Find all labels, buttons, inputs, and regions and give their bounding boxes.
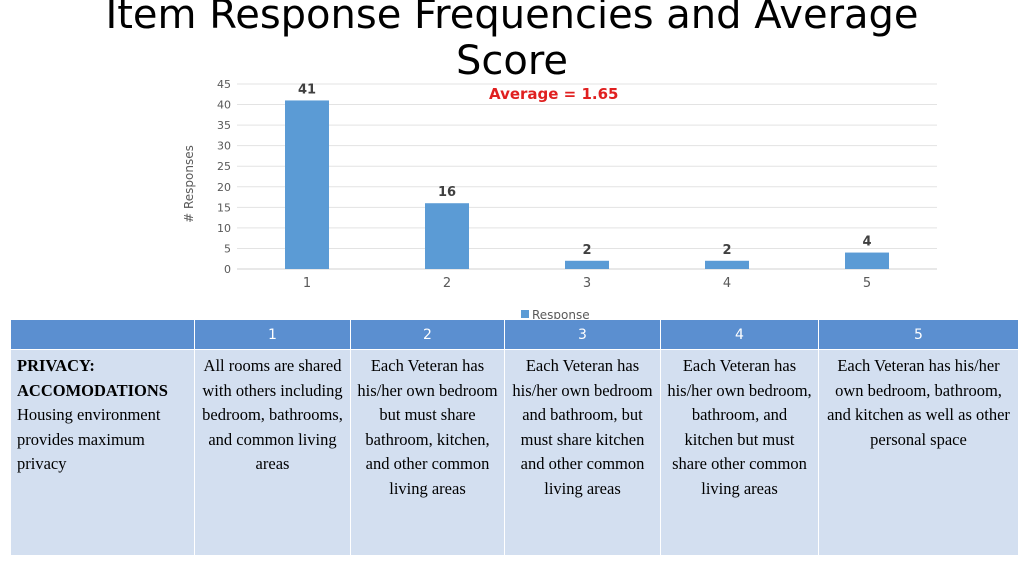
bar [845, 252, 889, 269]
chart-gridlines [237, 83, 937, 270]
y-tick-label: 45 [217, 78, 231, 91]
table-header-cell: 1 [194, 319, 351, 350]
y-tick-label: 20 [217, 181, 231, 194]
x-tick-label: 2 [443, 276, 451, 291]
average-annotation: Average = 1.65 [489, 85, 619, 103]
bar [425, 203, 469, 269]
data-label: 2 [722, 243, 731, 258]
data-label: 2 [582, 243, 591, 258]
legend-label: Response [532, 308, 590, 322]
legend-swatch [521, 310, 529, 318]
table-row: PRIVACY: ACCOMODATIONS Housing environme… [10, 349, 1019, 556]
response-scale-table: 1 2 3 4 5 PRIVACY: ACCOMODATIONS Housing… [10, 319, 1019, 556]
table-header-cell: 2 [350, 319, 505, 350]
table-cell: All rooms are shared with others includi… [194, 349, 351, 556]
y-tick-label: 5 [224, 242, 231, 255]
x-tick-label: 3 [583, 276, 591, 291]
y-axis-ticks: 0 5 10 15 20 25 30 35 40 45 [217, 78, 231, 276]
y-tick-label: 0 [224, 263, 231, 276]
item-cell: PRIVACY: ACCOMODATIONS Housing environme… [10, 349, 195, 556]
slide-title: Item Response Frequencies and Average Sc… [0, 0, 1024, 84]
y-axis-label: # Responses [182, 145, 196, 223]
table-cell: Each Veteran has his/her own bedroom and… [504, 349, 661, 556]
data-label: 16 [438, 185, 456, 200]
table-cell: Each Veteran has his/her own bedroom but… [350, 349, 505, 556]
y-tick-label: 25 [217, 160, 231, 173]
chart-legend: Response [521, 308, 590, 322]
y-tick-label: 35 [217, 119, 231, 132]
bar [705, 260, 749, 269]
table-header-row: 1 2 3 4 5 [10, 319, 1019, 350]
table-cell: Each Veteran has his/her own bedroom, ba… [660, 349, 819, 556]
data-label: 4 [862, 235, 871, 250]
x-tick-label: 4 [723, 276, 731, 291]
y-tick-label: 10 [217, 222, 231, 235]
item-title: PRIVACY: ACCOMODATIONS [17, 356, 168, 400]
table-header-cell [10, 319, 195, 350]
x-tick-label: 1 [303, 276, 311, 291]
y-tick-label: 40 [217, 99, 231, 112]
chart-bars [285, 100, 889, 269]
slide-title-line2: Score [455, 38, 569, 84]
item-description: Housing environment provides maximum pri… [17, 405, 161, 473]
table-header-cell: 3 [504, 319, 661, 350]
x-tick-label: 5 [863, 276, 871, 291]
y-tick-label: 30 [217, 140, 231, 153]
bar [285, 100, 329, 269]
table-header-cell: 4 [660, 319, 819, 350]
table-cell: Each Veteran has his/her own bedroom, ba… [818, 349, 1019, 556]
table-header-cell: 5 [818, 319, 1019, 350]
data-labels: 41 16 2 2 4 [298, 82, 872, 257]
data-label: 41 [298, 82, 316, 97]
y-tick-label: 15 [217, 201, 231, 214]
x-axis-ticks: 1 2 3 4 5 [303, 276, 871, 291]
slide-title-line1: Item Response Frequencies and Average [105, 0, 919, 38]
bar [565, 260, 609, 269]
